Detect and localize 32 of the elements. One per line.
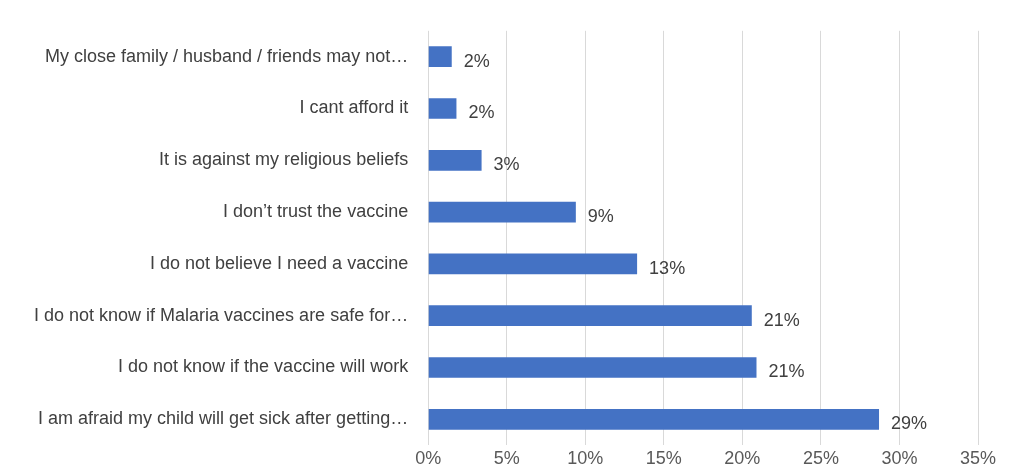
bar bbox=[428, 149, 482, 171]
data-label: 21% bbox=[763, 309, 800, 330]
data-label: 3% bbox=[493, 154, 520, 175]
x-tick-label: 25% bbox=[802, 447, 839, 468]
data-label: 9% bbox=[587, 206, 614, 227]
y-tick-label: I do not know if the vaccine will work bbox=[118, 356, 410, 377]
y-tick-label: I don’t trust the vaccine bbox=[223, 201, 409, 222]
y-tick-label: It is against my religious beliefs bbox=[159, 149, 409, 170]
x-tick-label: 35% bbox=[959, 447, 997, 468]
data-label: 21% bbox=[768, 361, 805, 382]
x-tick-label: 15% bbox=[645, 447, 682, 468]
data-label: 29% bbox=[891, 413, 928, 434]
data-label: 13% bbox=[649, 257, 686, 278]
x-tick-label: 5% bbox=[493, 447, 520, 468]
x-tick-label: 30% bbox=[881, 447, 918, 468]
bar bbox=[428, 98, 457, 119]
bar bbox=[428, 408, 880, 430]
bar bbox=[428, 305, 752, 327]
x-tick-label: 10% bbox=[567, 447, 604, 468]
y-tick-label: I cant afford it bbox=[299, 97, 409, 118]
data-label: 2% bbox=[468, 102, 495, 123]
x-tick-label: 0% bbox=[415, 447, 442, 468]
bar bbox=[428, 201, 576, 223]
x-tick-label: 20% bbox=[724, 447, 761, 468]
y-tick-label: I do not know if Malaria vaccines are safe for… bbox=[34, 304, 409, 325]
y-tick-label: I do not believe I need a vaccine bbox=[149, 252, 409, 273]
bar bbox=[428, 46, 452, 68]
bar bbox=[428, 357, 757, 378]
bar bbox=[428, 253, 638, 275]
y-tick-label: My close family / husband / friends may not… bbox=[45, 45, 409, 66]
data-label: 2% bbox=[463, 50, 490, 71]
y-tick-label: I am afraid my child will get sick after getting… bbox=[38, 408, 409, 429]
